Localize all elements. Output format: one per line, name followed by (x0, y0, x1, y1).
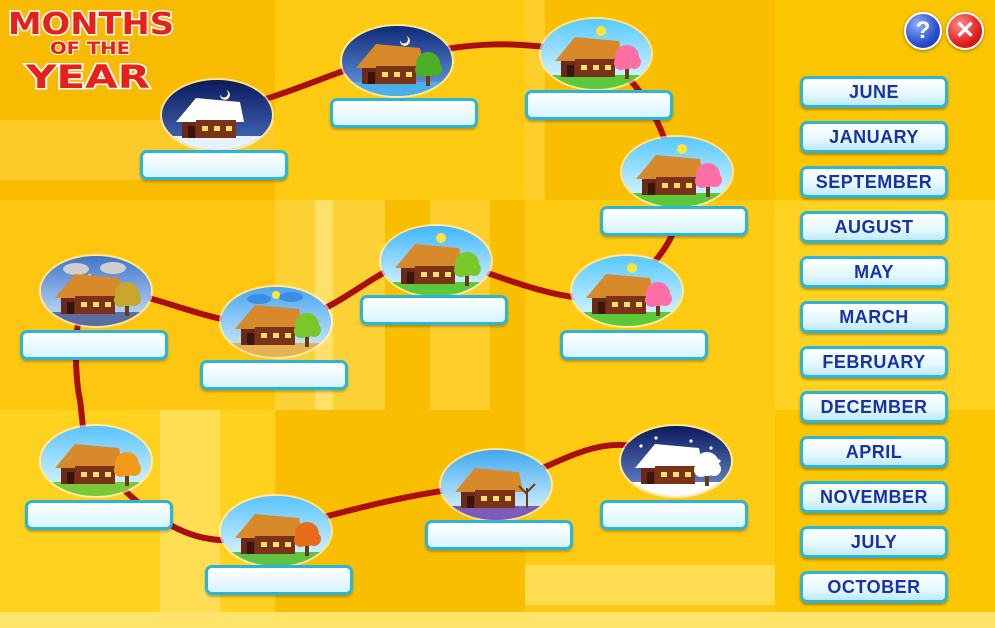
house-illustration (342, 26, 452, 96)
month-slot-6[interactable] (360, 295, 508, 325)
month-slot-1[interactable] (140, 150, 288, 180)
season-scene-4 (622, 137, 732, 207)
month-slot-9[interactable] (25, 500, 173, 530)
season-scene-6 (381, 226, 491, 296)
logo-line-1: MONTHS (8, 7, 174, 42)
house-illustration (441, 450, 551, 520)
month-slot-10[interactable] (205, 565, 353, 595)
season-scene-1 (162, 80, 272, 150)
background-band (525, 565, 775, 605)
month-card-july[interactable]: JULY (800, 526, 948, 558)
season-scene-2 (342, 26, 452, 96)
month-card-may[interactable]: MAY (800, 256, 948, 288)
game-logo: MONTHS OF THE YEAR (7, 6, 176, 93)
house-illustration (41, 256, 151, 326)
house-illustration (41, 426, 151, 496)
season-scene-10 (221, 496, 331, 566)
house-illustration (162, 80, 272, 150)
house-illustration (221, 287, 331, 357)
month-slot-2[interactable] (330, 98, 478, 128)
background-band (0, 612, 995, 628)
season-scene-11 (441, 450, 551, 520)
month-slot-11[interactable] (425, 520, 573, 550)
month-card-january[interactable]: JANUARY (800, 121, 948, 153)
season-scene-5 (572, 256, 682, 326)
season-scene-3 (541, 19, 651, 89)
month-card-june[interactable]: JUNE (800, 76, 948, 108)
month-card-august[interactable]: AUGUST (800, 211, 948, 243)
month-card-february[interactable]: FEBRUARY (800, 346, 948, 378)
help-button[interactable]: ? (904, 12, 942, 50)
month-card-march[interactable]: MARCH (800, 301, 948, 333)
month-slot-8[interactable] (20, 330, 168, 360)
season-scene-8 (41, 256, 151, 326)
month-slot-4[interactable] (600, 206, 748, 236)
logo-line-3: YEAR (25, 58, 150, 92)
month-slot-3[interactable] (525, 90, 673, 120)
month-slot-7[interactable] (200, 360, 348, 390)
season-scene-12 (621, 426, 731, 496)
month-slot-5[interactable] (560, 330, 708, 360)
month-card-april[interactable]: APRIL (800, 436, 948, 468)
house-illustration (221, 496, 331, 566)
season-scene-7 (221, 287, 331, 357)
month-card-september[interactable]: SEPTEMBER (800, 166, 948, 198)
month-card-october[interactable]: OCTOBER (800, 571, 948, 603)
logo-line-2: OF THE (50, 39, 130, 59)
month-card-december[interactable]: DECEMBER (800, 391, 948, 423)
house-illustration (541, 19, 651, 89)
season-scene-9 (41, 426, 151, 496)
house-illustration (621, 426, 731, 496)
close-button[interactable]: ✕ (946, 12, 984, 50)
month-card-november[interactable]: NOVEMBER (800, 481, 948, 513)
house-illustration (381, 226, 491, 296)
house-illustration (622, 137, 732, 207)
month-slot-12[interactable] (600, 500, 748, 530)
house-illustration (572, 256, 682, 326)
